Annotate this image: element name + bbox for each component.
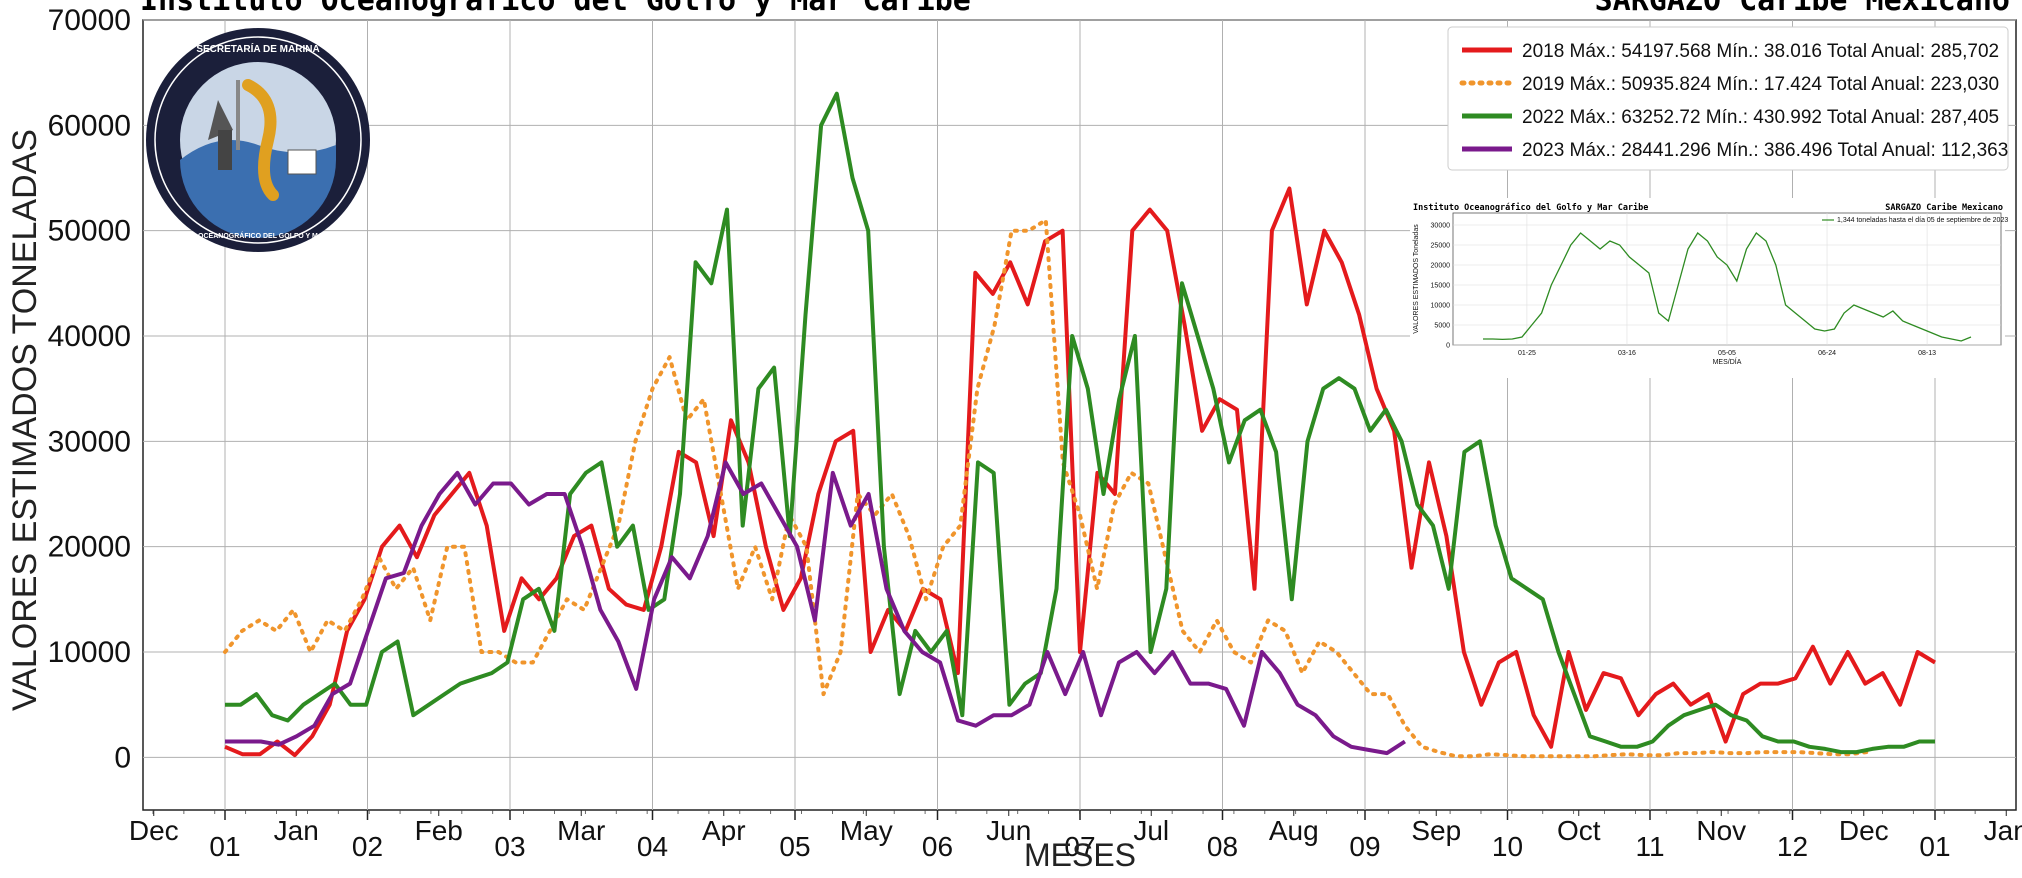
inset-chart: Instituto Oceanográfico del Golfo y Mar … — [1410, 198, 2008, 378]
x-major-tick-label: 08 — [1207, 831, 1238, 862]
x-tick-labels: 01 02 03 04 05 06 07 08 09 10 11 12 01 Dec Jan Feb Mar Ap… — [129, 810, 2022, 862]
x-minor-tick-label: Jan — [274, 815, 319, 846]
x-minor-tick-label: Jan — [1984, 815, 2022, 846]
logo-ring-top-text: SECRETARÍA DE MARINA — [196, 42, 319, 55]
y-tick-label: 60000 — [48, 109, 131, 142]
x-major-tick-label: 12 — [1777, 831, 1808, 862]
inset-y-tick-label: 15000 — [1431, 283, 1451, 290]
x-minor-tick-label: Aug — [1269, 815, 1319, 846]
series-lines — [223, 91, 1937, 759]
legend: 2018 Máx.: 54197.568 Mín.: 38.016 Total … — [1447, 26, 2009, 171]
x-minor-tick-label: Dec — [129, 815, 179, 846]
legend-entry-label: 2023 Máx.: 28441.296 Mín.: 386.496 Total… — [1522, 140, 2008, 161]
inset-x-tick-label: 08-13 — [1918, 350, 1936, 357]
x-axis-label: MESES — [1024, 837, 1136, 873]
y-tick-label: 30000 — [48, 425, 131, 458]
x-major-tick-label: 03 — [494, 831, 525, 862]
series-line-3 — [225, 460, 1406, 756]
x-minor-tick-label: Oct — [1557, 815, 1601, 846]
y-tick-labels: 0 10000 20000 30000 40000 50000 60000 70000 — [48, 4, 131, 774]
legend-entry-label: 2018 Máx.: 54197.568 Mín.: 38.016 Total … — [1522, 41, 1999, 62]
x-minor-tick-label: Nov — [1696, 815, 1746, 846]
series-line-2 — [225, 91, 1935, 755]
inset-x-tick-label: 06-24 — [1818, 350, 1836, 357]
x-major-tick-label: 02 — [352, 831, 383, 862]
y-tick-label: 10000 — [48, 636, 131, 669]
x-major-tick-label: 10 — [1492, 831, 1523, 862]
y-tick-label: 70000 — [48, 4, 131, 37]
y-tick-label: 50000 — [48, 215, 131, 248]
legend-entry-label: 2022 Máx.: 63252.72 Mín.: 430.992 Total … — [1522, 107, 1999, 128]
header-right-title: SARGAZO Caribe Mexicano — [1595, 0, 2010, 18]
legend-box — [1447, 26, 2009, 171]
header-left-title: Instituto Oceanográfico del Golfo y Mar … — [140, 0, 971, 18]
inset-x-label: MES/DÍA — [1713, 357, 1742, 366]
x-major-tick-label: 04 — [637, 831, 668, 862]
x-minor-tick-label: Feb — [415, 815, 463, 846]
y-tick-label: 0 — [114, 741, 131, 774]
inset-left-title: Instituto Oceanográfico del Golfo y Mar … — [1413, 202, 1648, 213]
y-axis-label: VALORES ESTIMADOS TONELADAS — [6, 129, 44, 711]
x-minor-tick-label: Jul — [1133, 815, 1169, 846]
x-minor-tick-label: Jun — [986, 815, 1031, 846]
x-major-tick-label: 07 — [1064, 831, 1095, 862]
x-major-tick-label: 11 — [1635, 831, 1664, 862]
inset-y-tick-label: 5000 — [1434, 323, 1450, 330]
inset-x-tick-label: 05-05 — [1718, 350, 1736, 357]
x-minor-tick-label: Apr — [702, 815, 746, 846]
x-major-tick-label: 06 — [922, 831, 953, 862]
inset-y-tick-label: 0 — [1446, 343, 1450, 350]
x-major-tick-label: 09 — [1349, 831, 1380, 862]
x-minor-tick-label: Dec — [1839, 815, 1889, 846]
y-tick-label: 20000 — [48, 531, 131, 564]
x-major-tick-label: 01 — [209, 831, 240, 862]
inset-legend-text: 1,344 toneladas hasta el día 05 de septi… — [1837, 217, 2008, 224]
inset-y-tick-label: 25000 — [1431, 243, 1451, 250]
logo-ring-bottom-text: INSTITUTO OCEANOGRÁFICO DEL GOLFO Y MAR … — [159, 231, 357, 240]
x-major-tick-label: 01 — [1919, 831, 1950, 862]
inset-y-tick-label: 30000 — [1431, 223, 1451, 230]
logo-seal: SECRETARÍA DE MARINA INSTITUTO OCEANOGRÁ… — [146, 28, 370, 252]
y-tick-label: 40000 — [48, 320, 131, 353]
inset-right-title: SARGAZO Caribe Mexicano — [1885, 202, 2003, 213]
inset-x-tick-label: 03-16 — [1618, 350, 1636, 357]
inset-x-tick-label: 01-25 — [1518, 350, 1536, 357]
series-line-1 — [223, 218, 1869, 759]
x-minor-tick-label: Mar — [557, 815, 605, 846]
x-major-tick-label: 05 — [779, 831, 810, 862]
inset-y-tick-label: 10000 — [1431, 303, 1451, 310]
inset-series-line — [1483, 232, 1972, 342]
inset-y-label: VALORES ESTIMADOS Toneladas — [1413, 224, 1420, 334]
x-minor-tick-label: May — [840, 815, 893, 846]
legend-entry-label: 2019 Máx.: 50935.824 Mín.: 17.424 Total … — [1522, 74, 1999, 95]
x-minor-tick-label: Sep — [1411, 815, 1461, 846]
series-line-0 — [224, 186, 1937, 758]
inset-y-tick-label: 20000 — [1431, 263, 1451, 270]
